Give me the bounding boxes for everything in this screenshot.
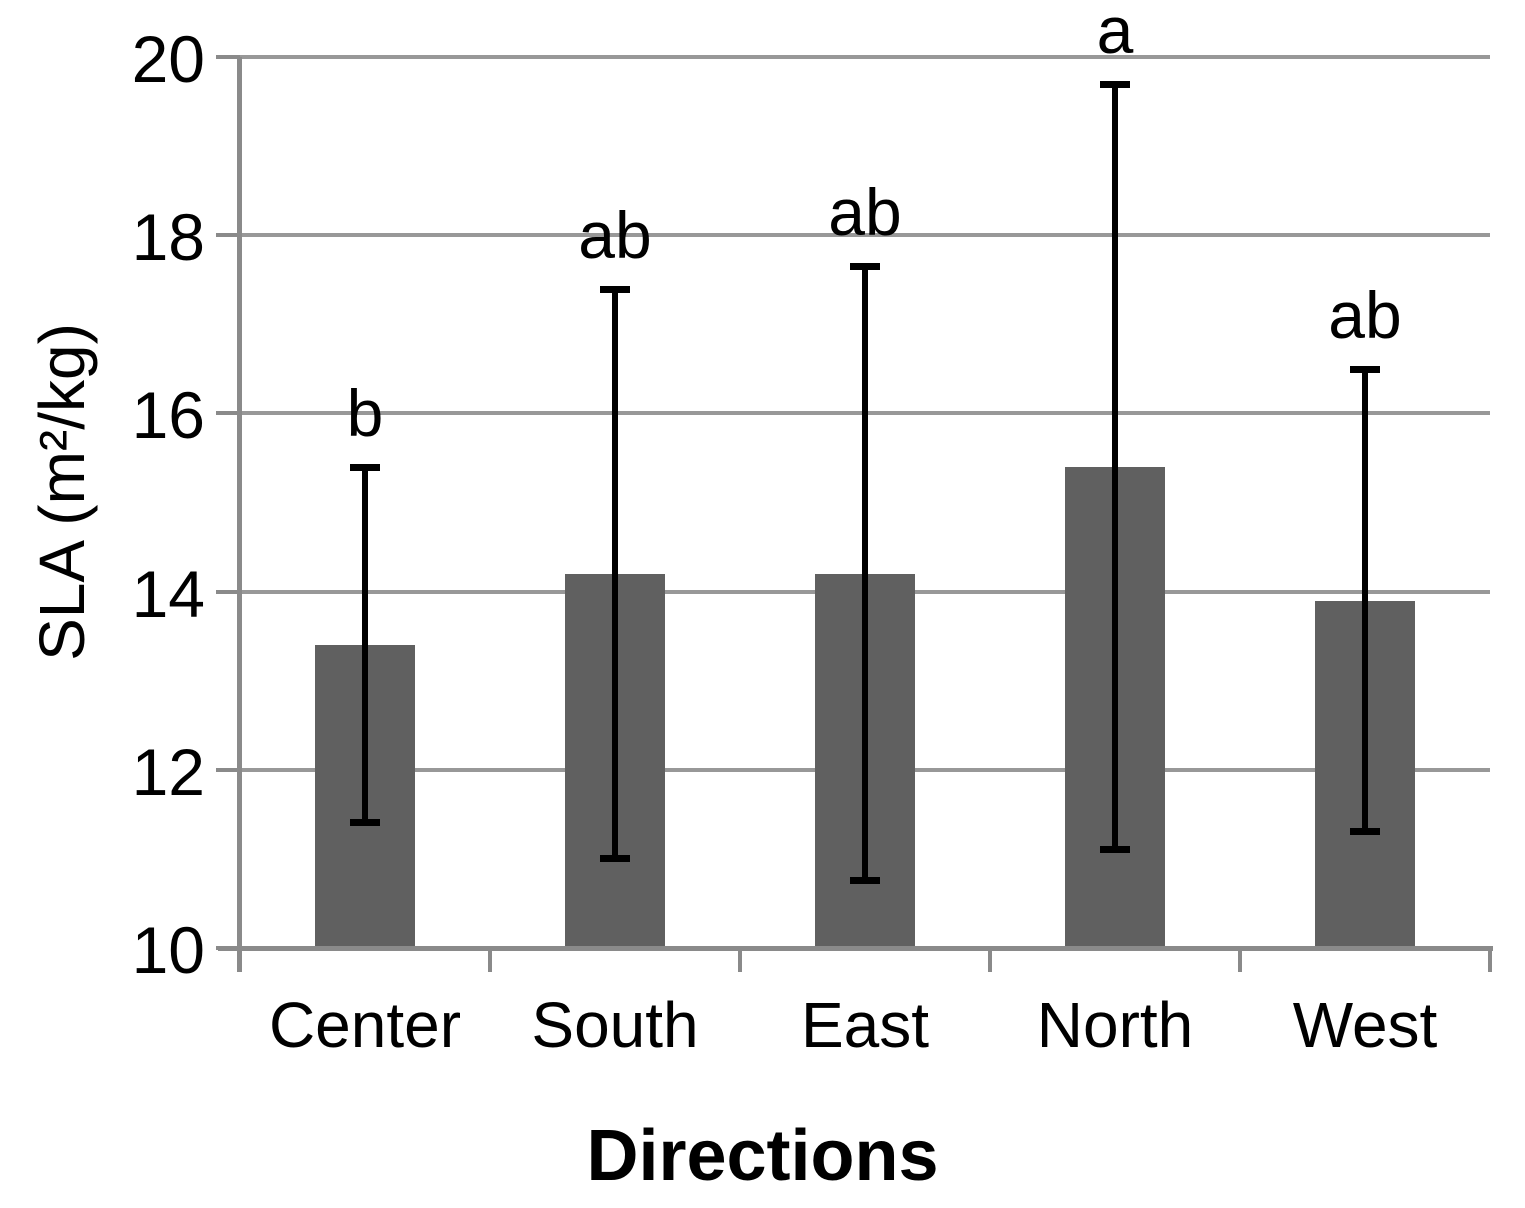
error-bar-line bbox=[1362, 368, 1368, 833]
error-bar-cap-top bbox=[350, 463, 380, 471]
error-bar-cap-bottom bbox=[600, 854, 630, 862]
x-tick-label-south: South bbox=[531, 989, 699, 1061]
significance-letter-south: ab bbox=[578, 197, 652, 272]
error-bar-cap-bottom bbox=[1350, 828, 1380, 836]
error-bar-line bbox=[862, 266, 868, 882]
y-tick-label: 10 bbox=[131, 913, 205, 987]
y-axis-tick bbox=[216, 411, 240, 416]
error-bar-line bbox=[612, 288, 618, 859]
error-bar-cap-bottom bbox=[850, 877, 880, 885]
x-tick-label-west: West bbox=[1292, 989, 1438, 1061]
x-tick-label-north: North bbox=[1036, 989, 1194, 1061]
x-tick-label-center: Center bbox=[268, 989, 462, 1061]
x-axis-tick bbox=[988, 948, 992, 972]
y-axis-tick bbox=[216, 233, 240, 238]
y-axis-tick bbox=[216, 767, 240, 772]
x-axis-tick bbox=[488, 948, 492, 972]
gridline bbox=[240, 233, 1490, 238]
y-tick-label: 18 bbox=[131, 200, 205, 275]
x-axis-line bbox=[218, 946, 1493, 951]
x-axis-tick bbox=[738, 948, 742, 972]
error-bar-cap-bottom bbox=[1100, 845, 1130, 853]
y-axis-tick bbox=[216, 55, 240, 59]
error-bar-line bbox=[1112, 83, 1118, 850]
significance-letter-east: ab bbox=[828, 175, 902, 250]
error-bar-line bbox=[362, 466, 368, 824]
x-axis-tick bbox=[1238, 948, 1242, 972]
x-axis-title: Directions bbox=[586, 1116, 939, 1196]
error-bar-cap-top bbox=[1350, 365, 1380, 373]
y-tick-label: 12 bbox=[131, 734, 205, 809]
significance-letter-west: ab bbox=[1328, 277, 1402, 352]
y-tick-label: 16 bbox=[131, 378, 205, 453]
error-bar-cap-top bbox=[850, 263, 880, 271]
error-bar-cap-top bbox=[600, 285, 630, 293]
y-tick-label: 20 bbox=[131, 22, 205, 96]
significance-letter-north: a bbox=[1096, 0, 1134, 67]
y-axis-tick bbox=[216, 589, 240, 594]
x-axis-tick bbox=[1488, 948, 1492, 972]
y-tick-label: 14 bbox=[131, 556, 205, 631]
gridline bbox=[240, 55, 1490, 59]
y-axis-title: SLA (m²/kg) bbox=[26, 323, 98, 661]
error-bar-cap-top bbox=[1100, 80, 1130, 88]
x-tick-label-east: East bbox=[800, 989, 930, 1061]
error-bar-cap-bottom bbox=[350, 819, 380, 827]
y-axis-line bbox=[237, 57, 242, 972]
significance-letter-center: b bbox=[346, 375, 384, 450]
